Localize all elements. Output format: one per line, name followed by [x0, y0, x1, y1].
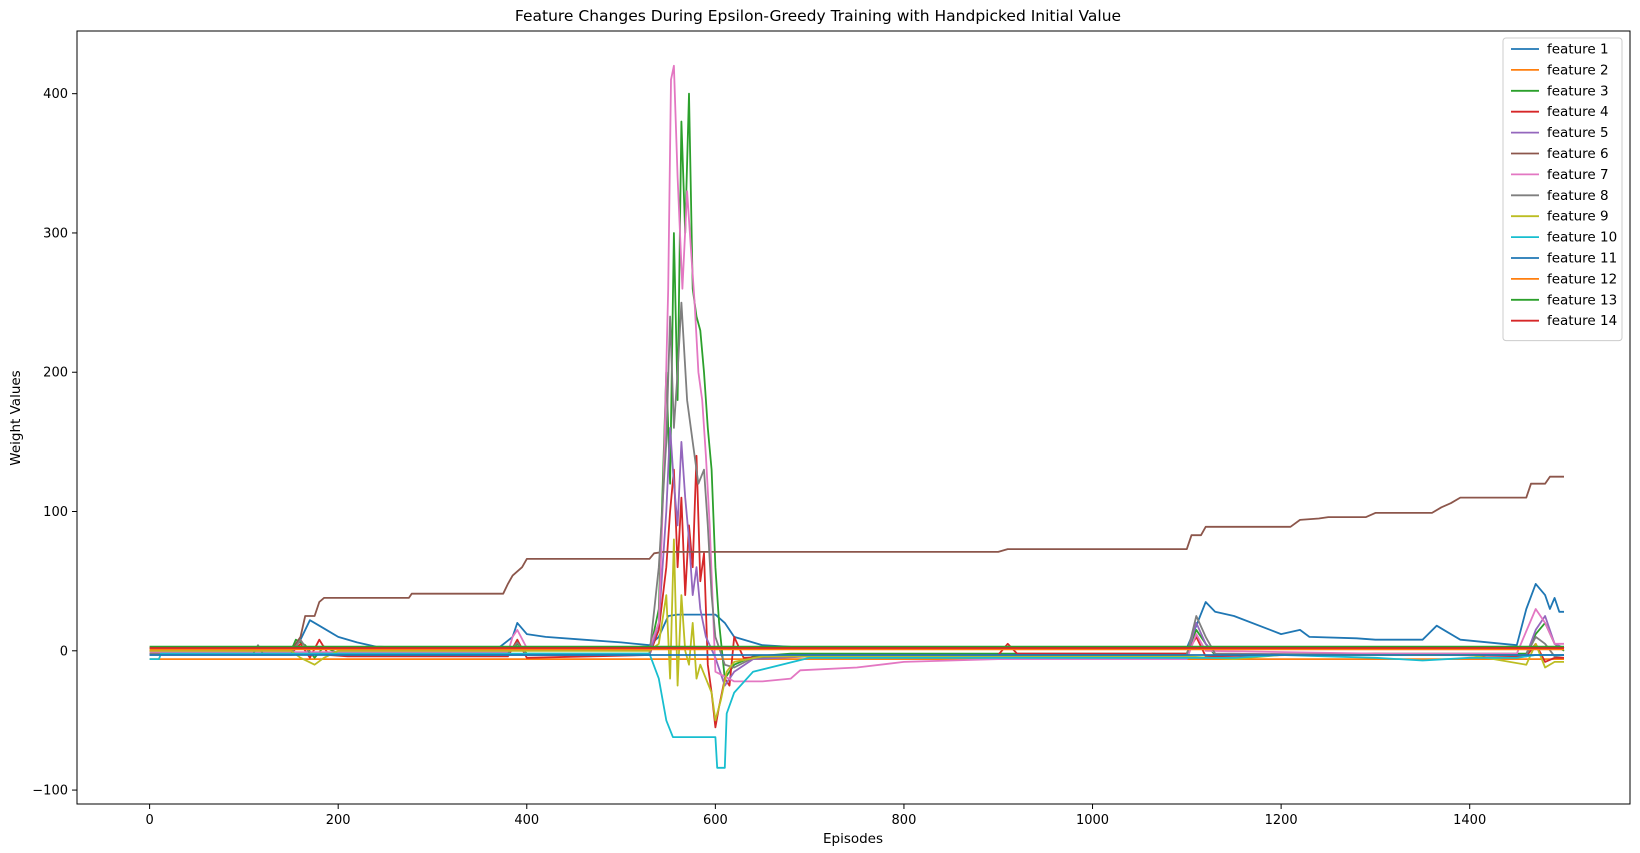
x-tick-label: 200	[326, 813, 351, 828]
y-axis: −100 0 100 200 300 400	[32, 87, 77, 799]
y-tick-label: −100	[32, 784, 68, 799]
legend-item: feature 2	[1511, 62, 1609, 78]
x-tick-label: 600	[703, 813, 728, 828]
y-tick-label: 0	[60, 644, 68, 659]
chart-title: Feature Changes During Epsilon-Greedy Tr…	[515, 7, 1121, 25]
plot-frame	[76, 30, 1631, 805]
legend-label: feature 13	[1547, 292, 1617, 308]
legend-item: feature 11	[1511, 251, 1617, 267]
x-tick-label: 400	[514, 813, 539, 828]
legend-item: feature 6	[1511, 146, 1609, 162]
legend-item: feature 14	[1511, 313, 1617, 329]
legend-box	[1502, 37, 1623, 342]
legend-label: feature 14	[1547, 313, 1617, 329]
legend-item: feature 10	[1511, 230, 1617, 246]
plot-area	[149, 64, 1565, 769]
legend-label: feature 7	[1547, 167, 1609, 183]
y-tick-label: 200	[43, 366, 68, 381]
x-tick-label: 0	[145, 813, 153, 828]
legend-label: feature 1	[1547, 42, 1609, 58]
legend-label: feature 12	[1547, 271, 1617, 287]
legend: feature 1 feature 2 feature 3 feature 4 feat…	[1502, 37, 1623, 342]
legend-item: feature 4	[1511, 104, 1609, 120]
legend-label: feature 5	[1547, 125, 1609, 141]
legend-item: feature 13	[1511, 292, 1617, 308]
x-axis: 0 200 400 600 800 1000 1200 1400	[145, 804, 1486, 828]
y-tick-label: 400	[43, 87, 68, 102]
x-tick-label: 800	[892, 813, 917, 828]
x-tick-label: 1400	[1453, 813, 1486, 828]
legend-label: feature 6	[1547, 146, 1609, 162]
y-tick-label: 100	[43, 505, 68, 520]
legend-item: feature 12	[1511, 271, 1617, 287]
y-tick-label: 300	[43, 226, 68, 241]
series-line-feature-6	[149, 475, 1564, 652]
legend-label: feature 9	[1547, 209, 1609, 225]
legend-label: feature 10	[1547, 230, 1617, 246]
legend-item: feature 3	[1511, 83, 1609, 99]
x-tick-label: 1000	[1076, 813, 1109, 828]
legend-label: feature 11	[1547, 251, 1617, 267]
legend-item: feature 1	[1511, 42, 1609, 58]
x-tick-label: 1200	[1265, 813, 1298, 828]
legend-label: feature 8	[1547, 188, 1609, 204]
x-axis-label: Episodes	[823, 831, 883, 847]
legend-label: feature 3	[1547, 83, 1609, 99]
legend-label: feature 2	[1547, 62, 1609, 78]
legend-item: feature 9	[1511, 209, 1609, 225]
series-line-feature-10	[149, 652, 1564, 769]
legend-label: feature 4	[1547, 104, 1609, 120]
legend-item: feature 5	[1511, 125, 1609, 141]
legend-item: feature 7	[1511, 167, 1609, 183]
y-axis-label: Weight Values	[8, 370, 24, 465]
legend-item: feature 8	[1511, 188, 1609, 204]
